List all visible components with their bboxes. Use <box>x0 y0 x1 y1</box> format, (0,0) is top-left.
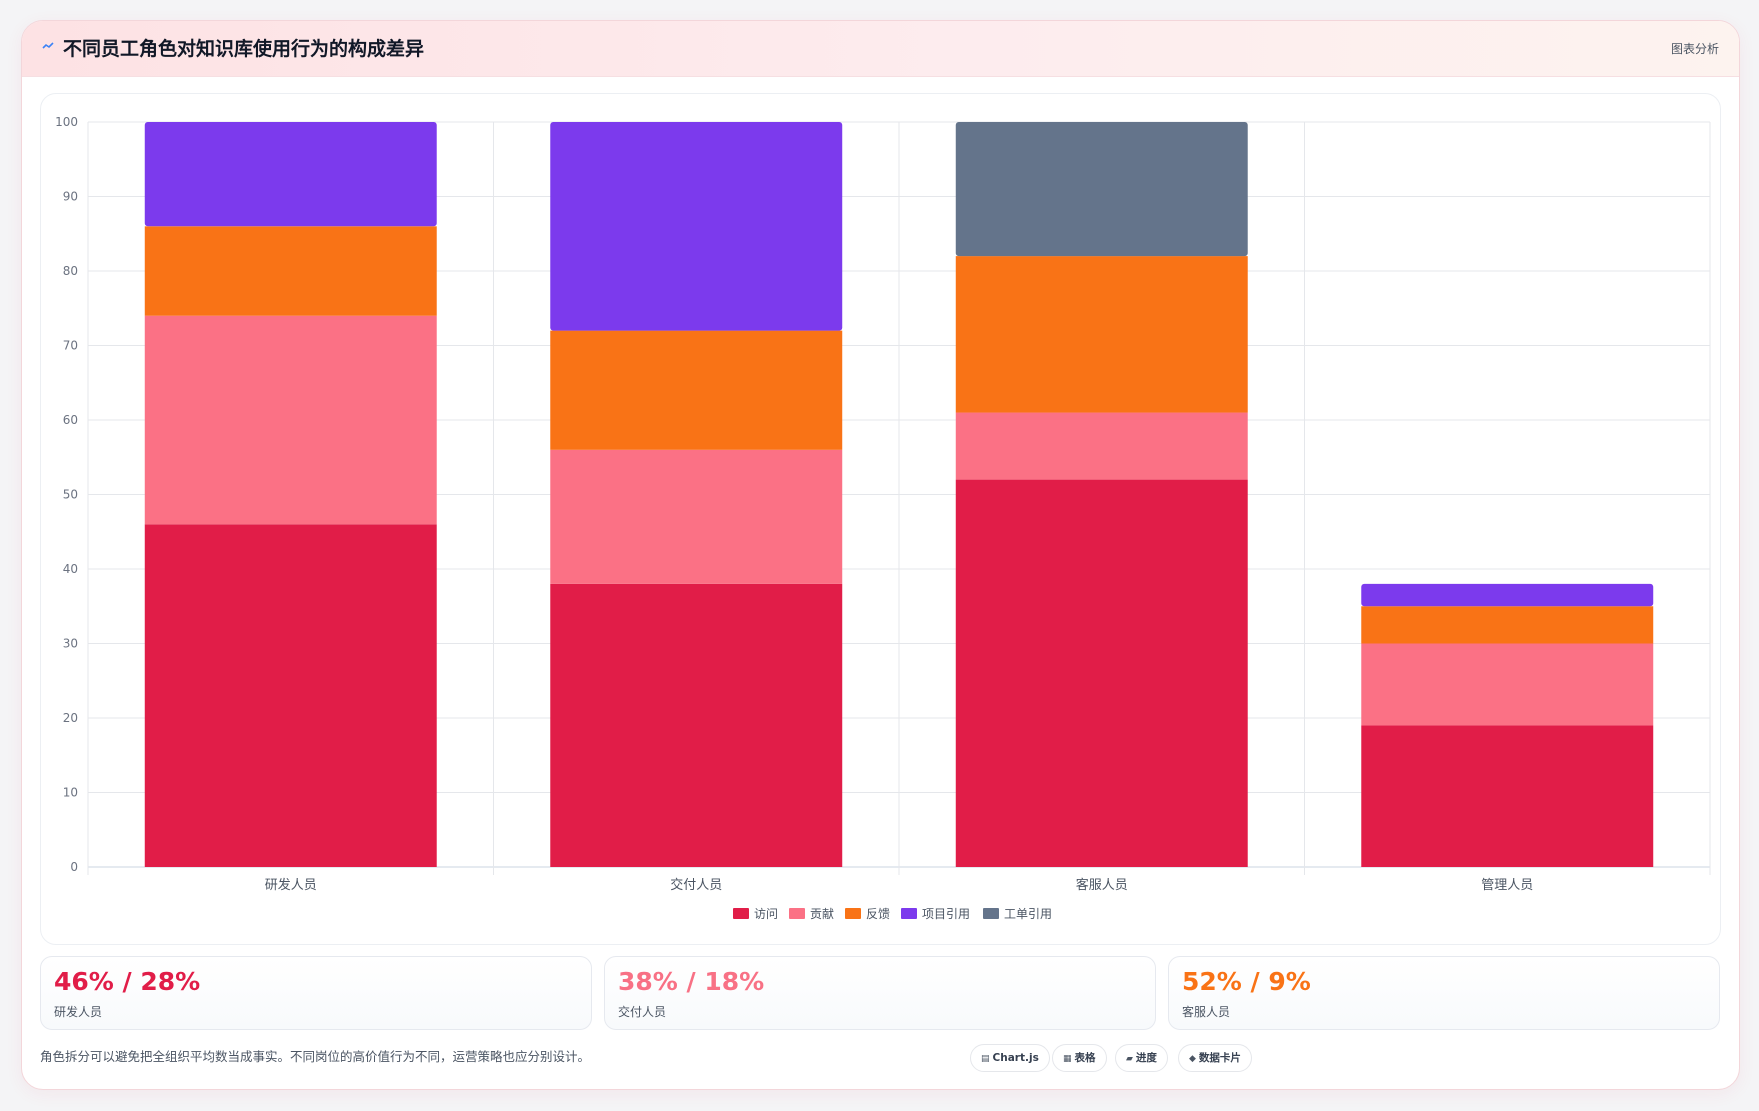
bar-segment <box>550 122 843 331</box>
y-tick-label: 60 <box>63 413 78 427</box>
legend-label: 访问 <box>754 907 778 921</box>
bar-segment <box>1361 725 1654 867</box>
legend-label: 工单引用 <box>1004 907 1052 921</box>
chip-label: 数据卡片 <box>1198 1052 1241 1064</box>
x-tick-label: 研发人员 <box>265 877 317 893</box>
y-tick-label: 0 <box>70 860 78 874</box>
bar-segment <box>550 583 843 867</box>
stat-card-support: 52% / 9% 客服人员 <box>1168 956 1720 1030</box>
legend-label: 反馈 <box>866 907 890 921</box>
chip-table[interactable]: ▦ 表格 <box>1052 1044 1107 1072</box>
bar-segment <box>955 412 1248 480</box>
legend-label: 项目引用 <box>922 907 970 921</box>
legend-swatch <box>901 908 917 919</box>
card-icon: ◆ <box>1189 1054 1196 1064</box>
chip-label: Chart.js <box>992 1052 1039 1064</box>
y-tick-label: 20 <box>63 711 78 725</box>
stat-value: 46% / 28% <box>54 967 201 996</box>
bar-segment <box>144 524 437 867</box>
chip-data-card[interactable]: ◆ 数据卡片 <box>1178 1044 1252 1072</box>
chip-chartjs[interactable]: ▤ Chart.js <box>970 1044 1050 1072</box>
chart-title: 不同员工角色对知识库使用行为的构成差异 <box>63 38 425 60</box>
y-tick-label: 30 <box>63 637 78 651</box>
bar-segment <box>144 122 437 227</box>
stat-value: 52% / 9% <box>1182 967 1311 996</box>
chip-label: 表格 <box>1074 1052 1096 1064</box>
sparkline-icon <box>42 39 54 53</box>
chart-card: 不同员工角色对知识库使用行为的构成差异 图表分析 0 10 20 30 40 50 60 70… <box>21 20 1740 1090</box>
stat-cards: 46% / 28% 研发人员 38% / 18% 交付人员 52% / 9% 客… <box>40 956 1721 1030</box>
y-tick-label: 70 <box>63 339 78 353</box>
bar-segment <box>550 449 843 584</box>
y-tick-label: 80 <box>63 264 78 278</box>
legend-swatch <box>789 908 805 919</box>
bar-segment <box>550 330 843 450</box>
chart-area: 0 10 20 30 40 50 60 70 80 90 100 研发人员 交付人员 客服人员 管理人员访问… <box>40 93 1721 945</box>
legend-swatch <box>733 908 749 919</box>
footer-note: 角色拆分可以避免把全组织平均数当成事实。不同岗位的高价值行为不同，运营策略也应分… <box>40 1049 591 1064</box>
bar-segment <box>1361 583 1654 607</box>
legend-swatch <box>845 908 861 919</box>
legend-label: 贡献 <box>810 906 834 921</box>
stat-card-delivery: 38% / 18% 交付人员 <box>604 956 1156 1030</box>
stat-value: 38% / 18% <box>618 967 765 996</box>
stacked-bar-chart: 0 10 20 30 40 50 60 70 80 90 100 研发人员 交付人员 客服人员 管理人员访问… <box>55 115 1711 921</box>
bar-segment <box>955 479 1248 867</box>
card-header: 不同员工角色对知识库使用行为的构成差异 图表分析 <box>22 21 1739 77</box>
x-tick-label: 管理人员 <box>1481 878 1533 893</box>
y-tick-label: 10 <box>63 786 78 800</box>
bar-segment <box>955 122 1248 257</box>
stat-label: 研发人员 <box>54 1005 103 1019</box>
bar-segment <box>1361 606 1654 644</box>
legend-swatch <box>983 908 999 919</box>
y-tick-label: 100 <box>55 115 78 129</box>
stat-card-rd: 46% / 28% 研发人员 <box>40 956 592 1030</box>
y-tick-label: 50 <box>63 488 78 502</box>
y-tick-label: 90 <box>63 190 78 204</box>
bar-segment <box>144 226 437 316</box>
stat-label: 客服人员 <box>1182 1005 1231 1019</box>
chart-icon: ▤ <box>981 1054 990 1064</box>
bar-segment <box>144 315 437 525</box>
stat-label: 交付人员 <box>618 1005 667 1019</box>
table-icon: ▦ <box>1063 1054 1072 1064</box>
progress-icon: ▰ <box>1126 1054 1133 1064</box>
chip-label: 进度 <box>1135 1052 1157 1064</box>
bar-segment <box>1361 643 1654 726</box>
bar-segment <box>955 256 1248 413</box>
y-tick-label: 40 <box>63 562 78 576</box>
x-tick-label: 交付人员 <box>670 877 722 893</box>
chart-type-tag: 图表分析 <box>1670 42 1719 56</box>
chip-progress[interactable]: ▰ 进度 <box>1115 1044 1168 1072</box>
x-tick-label: 客服人员 <box>1076 877 1128 893</box>
